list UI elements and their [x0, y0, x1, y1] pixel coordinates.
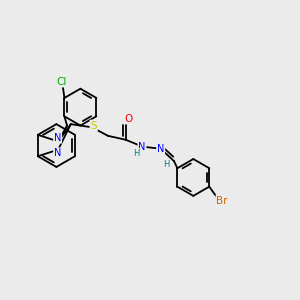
- Text: N: N: [54, 148, 61, 158]
- Text: Cl: Cl: [56, 76, 67, 87]
- Text: H: H: [164, 160, 170, 169]
- Text: N: N: [138, 142, 146, 152]
- Text: N: N: [157, 144, 164, 154]
- Text: N: N: [54, 133, 61, 143]
- Text: S: S: [90, 121, 97, 130]
- Text: H: H: [133, 149, 139, 158]
- Text: Br: Br: [216, 196, 228, 206]
- Text: O: O: [124, 114, 133, 124]
